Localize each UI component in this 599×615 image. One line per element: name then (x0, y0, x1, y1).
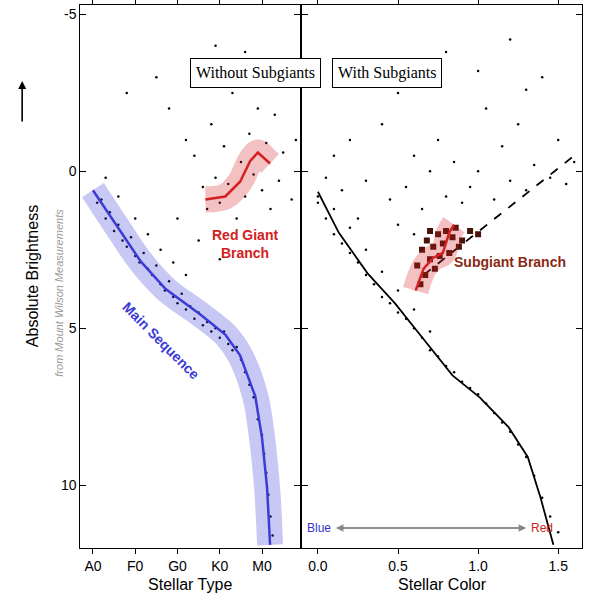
svg-text:F0: F0 (127, 558, 144, 574)
svg-text:Red: Red (531, 521, 553, 535)
svg-text:1.5: 1.5 (548, 558, 568, 574)
svg-text:G0: G0 (168, 558, 187, 574)
svg-text:Stellar Color: Stellar Color (398, 576, 487, 593)
svg-text:A0: A0 (84, 558, 101, 574)
svg-text:M0: M0 (252, 558, 272, 574)
svg-text:Red GiantBranch: Red GiantBranch (212, 227, 278, 261)
svg-text:Stellar Type: Stellar Type (148, 576, 232, 593)
svg-text:Without Subgiants: Without Subgiants (196, 64, 315, 82)
svg-text:0.0: 0.0 (308, 558, 328, 574)
svg-text:1.0: 1.0 (468, 558, 488, 574)
svg-text:Main Sequence: Main Sequence (119, 299, 203, 383)
svg-text:-5: -5 (64, 6, 77, 22)
svg-text:Subgiant Branch: Subgiant Branch (454, 254, 566, 270)
svg-text:Absolute Brightness: Absolute Brightness (24, 205, 41, 347)
svg-text:5: 5 (69, 320, 77, 336)
svg-text:10: 10 (61, 477, 77, 493)
svg-text:With Subgiants: With Subgiants (338, 64, 436, 82)
svg-text:Blue: Blue (307, 521, 331, 535)
svg-text:K0: K0 (211, 558, 228, 574)
svg-text:0.5: 0.5 (388, 558, 408, 574)
svg-text:0: 0 (69, 163, 77, 179)
svg-text:from Mount Wilson Measurements: from Mount Wilson Measurements (53, 209, 65, 377)
